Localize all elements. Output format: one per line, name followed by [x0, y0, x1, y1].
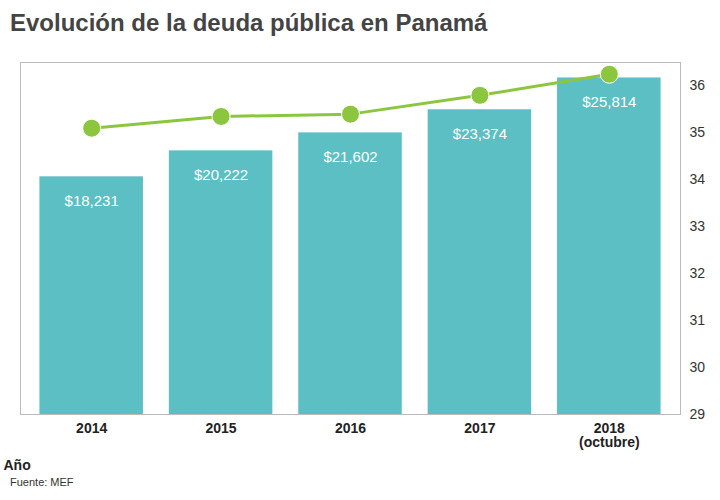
svg-text:31: 31: [690, 312, 706, 328]
svg-text:2017: 2017: [464, 420, 495, 436]
svg-text:Año: Año: [4, 457, 31, 473]
html-text:Evolución de la deuda pública: Evolución de la deuda pública en Panamá: [10, 9, 488, 36]
svg-text:32: 32: [690, 265, 706, 281]
svg-text:$20,222: $20,222: [194, 166, 248, 183]
svg-text:$23,374: $23,374: [453, 125, 507, 142]
svg-text:2015: 2015: [206, 420, 237, 436]
svg-text:$21,602: $21,602: [323, 148, 377, 165]
svg-text:2016: 2016: [335, 420, 366, 436]
svg-text:29: 29: [690, 406, 706, 422]
svg-text:34: 34: [690, 171, 706, 187]
svg-text:2018(octubre): 2018(octubre): [579, 420, 640, 450]
svg-text:2014: 2014: [76, 420, 107, 436]
svg-text:30: 30: [690, 359, 706, 375]
svg-text:36: 36: [690, 77, 706, 93]
svg-text:$18,231: $18,231: [65, 192, 119, 209]
svg-text:$25,814: $25,814: [582, 93, 636, 110]
svg-text:33: 33: [690, 218, 706, 234]
html-text:Fuente: MEF: Fuente: MEF: [10, 476, 74, 488]
svg-text:35: 35: [690, 124, 706, 140]
